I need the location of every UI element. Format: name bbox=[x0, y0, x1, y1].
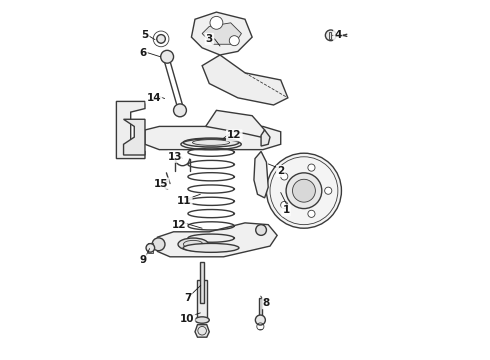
Text: 12: 12 bbox=[172, 220, 186, 230]
Text: 4: 4 bbox=[334, 30, 342, 40]
Ellipse shape bbox=[183, 138, 239, 147]
Circle shape bbox=[308, 164, 315, 171]
Circle shape bbox=[293, 179, 316, 202]
Circle shape bbox=[325, 187, 332, 194]
Circle shape bbox=[256, 225, 267, 235]
Circle shape bbox=[267, 153, 342, 228]
Polygon shape bbox=[202, 23, 242, 44]
Polygon shape bbox=[123, 119, 145, 155]
Circle shape bbox=[308, 210, 315, 217]
Ellipse shape bbox=[183, 243, 239, 252]
Circle shape bbox=[229, 36, 239, 46]
Text: 8: 8 bbox=[263, 298, 270, 308]
Text: 3: 3 bbox=[206, 34, 213, 44]
Polygon shape bbox=[117, 102, 145, 158]
Polygon shape bbox=[200, 262, 204, 303]
Text: 13: 13 bbox=[168, 152, 183, 162]
Circle shape bbox=[325, 30, 336, 41]
Circle shape bbox=[152, 238, 165, 251]
Ellipse shape bbox=[178, 238, 208, 251]
Circle shape bbox=[286, 173, 322, 208]
Polygon shape bbox=[197, 280, 207, 318]
Ellipse shape bbox=[195, 317, 209, 323]
Text: 11: 11 bbox=[177, 197, 192, 206]
Text: 15: 15 bbox=[154, 179, 168, 189]
Polygon shape bbox=[195, 325, 209, 337]
Circle shape bbox=[146, 244, 155, 252]
Text: 7: 7 bbox=[184, 293, 192, 303]
Polygon shape bbox=[254, 152, 268, 198]
Text: 1: 1 bbox=[282, 205, 290, 215]
Circle shape bbox=[157, 35, 165, 43]
Polygon shape bbox=[206, 111, 265, 137]
Text: 14: 14 bbox=[147, 93, 161, 103]
Circle shape bbox=[161, 50, 173, 63]
Text: 2: 2 bbox=[277, 166, 284, 176]
Circle shape bbox=[255, 315, 266, 325]
Text: 6: 6 bbox=[140, 48, 147, 58]
Polygon shape bbox=[192, 12, 252, 55]
Circle shape bbox=[173, 104, 186, 117]
Polygon shape bbox=[202, 55, 288, 105]
Circle shape bbox=[281, 173, 288, 180]
Text: 5: 5 bbox=[141, 30, 148, 40]
Polygon shape bbox=[259, 298, 262, 318]
Circle shape bbox=[281, 202, 288, 208]
Polygon shape bbox=[145, 126, 281, 150]
Text: 9: 9 bbox=[140, 255, 147, 265]
Polygon shape bbox=[261, 130, 270, 146]
Text: 12: 12 bbox=[227, 130, 242, 140]
Polygon shape bbox=[329, 32, 331, 39]
Text: 10: 10 bbox=[180, 314, 195, 324]
Polygon shape bbox=[157, 223, 277, 257]
Polygon shape bbox=[148, 243, 153, 252]
Circle shape bbox=[210, 17, 223, 29]
